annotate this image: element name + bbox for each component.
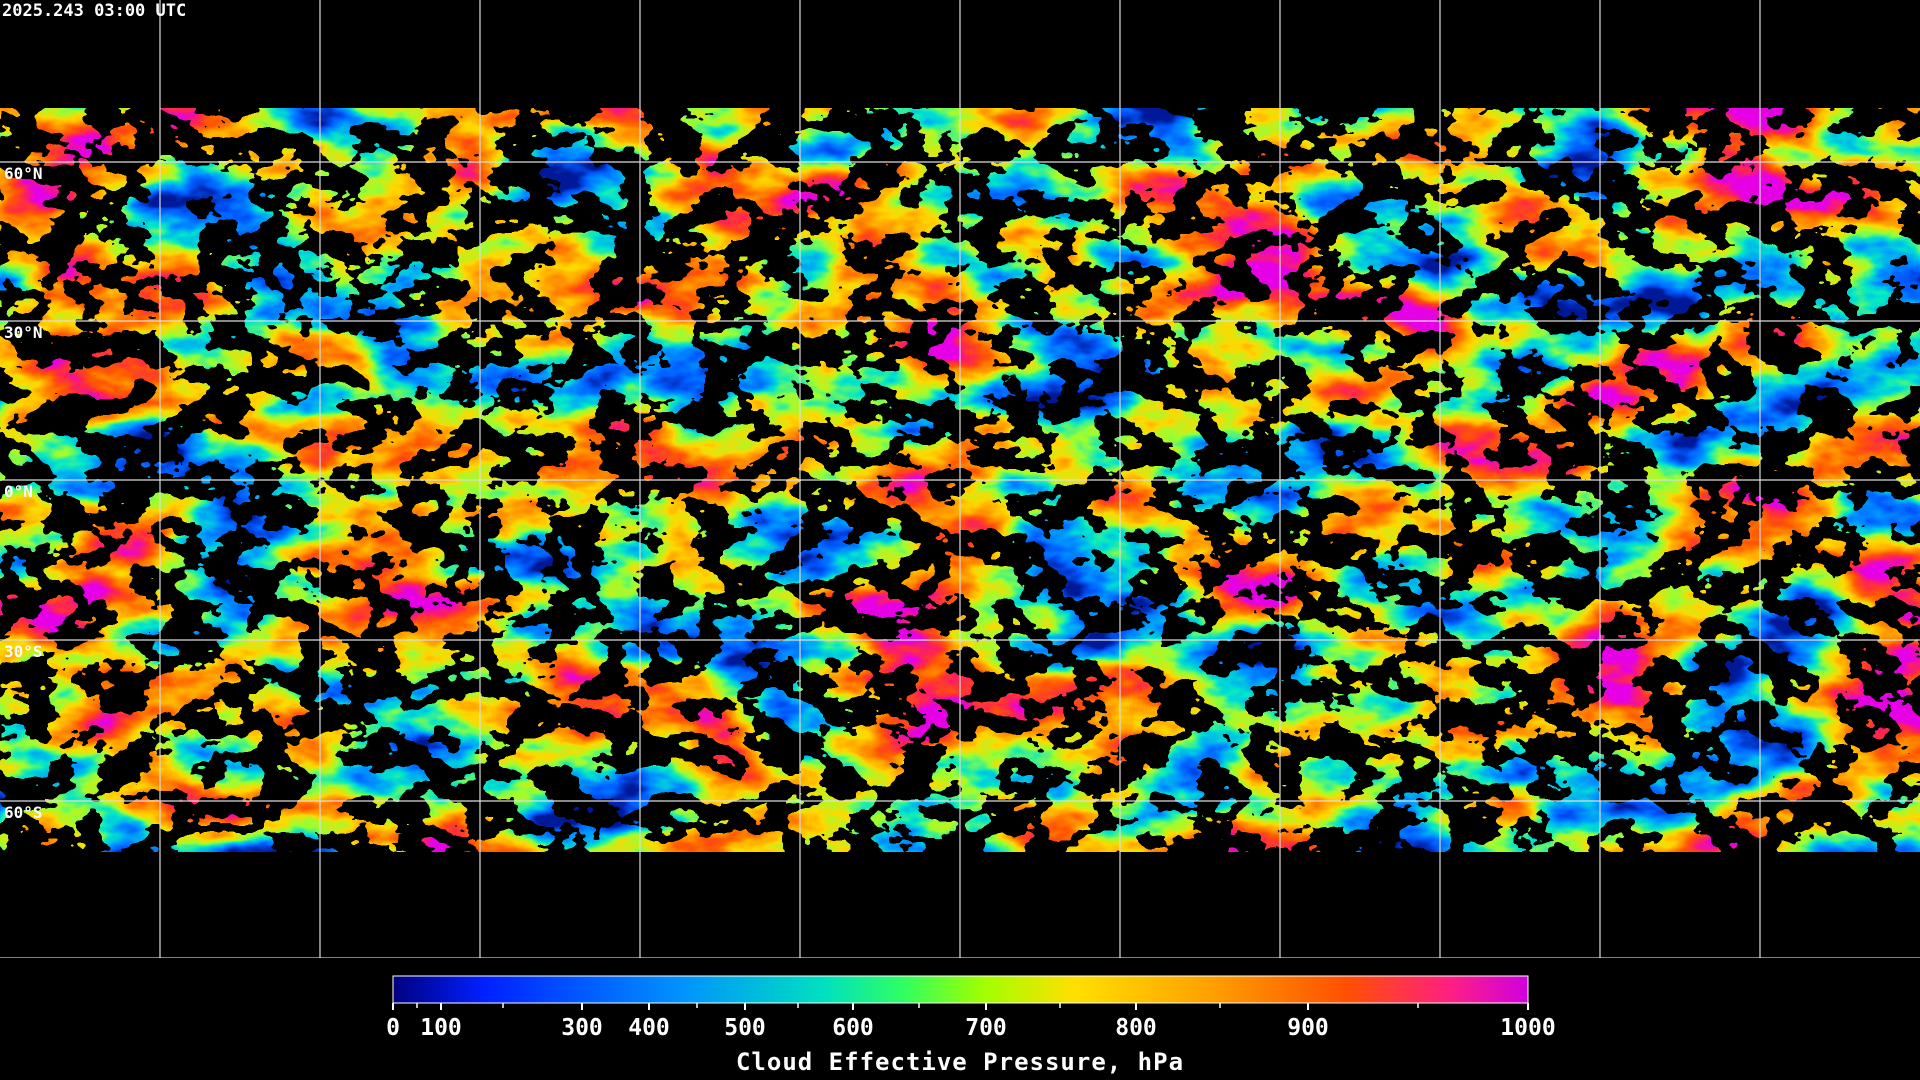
colorbar-tick-label: 700 [965,1015,1007,1041]
colorbar-tick-label: 800 [1115,1015,1157,1041]
colorbar-tick-label: 0 [386,1015,400,1041]
colorbar-tick-label: 900 [1287,1015,1329,1041]
latitude-label: 0°N [4,482,33,501]
colorbar-tick-label: 1000 [1500,1015,1555,1041]
colorbar-tick-label: 600 [832,1015,874,1041]
latitude-label: 30°N [4,323,43,342]
colorbar-tick-label: 300 [561,1015,603,1041]
latitude-label: 30°S [4,642,43,661]
timestamp: 2025.243 03:00 UTC [2,1,186,21]
latitude-label: 60°S [4,803,43,822]
colorbar-tick-label: 500 [724,1015,766,1041]
colorbar-title: Cloud Effective Pressure, hPa [736,1048,1184,1076]
colorbar-tick-label: 100 [420,1015,462,1041]
colorbar [392,975,1529,1004]
latitude-label: 60°N [4,164,43,183]
graticule [0,0,1920,959]
colorbar-tick-label: 400 [628,1015,670,1041]
